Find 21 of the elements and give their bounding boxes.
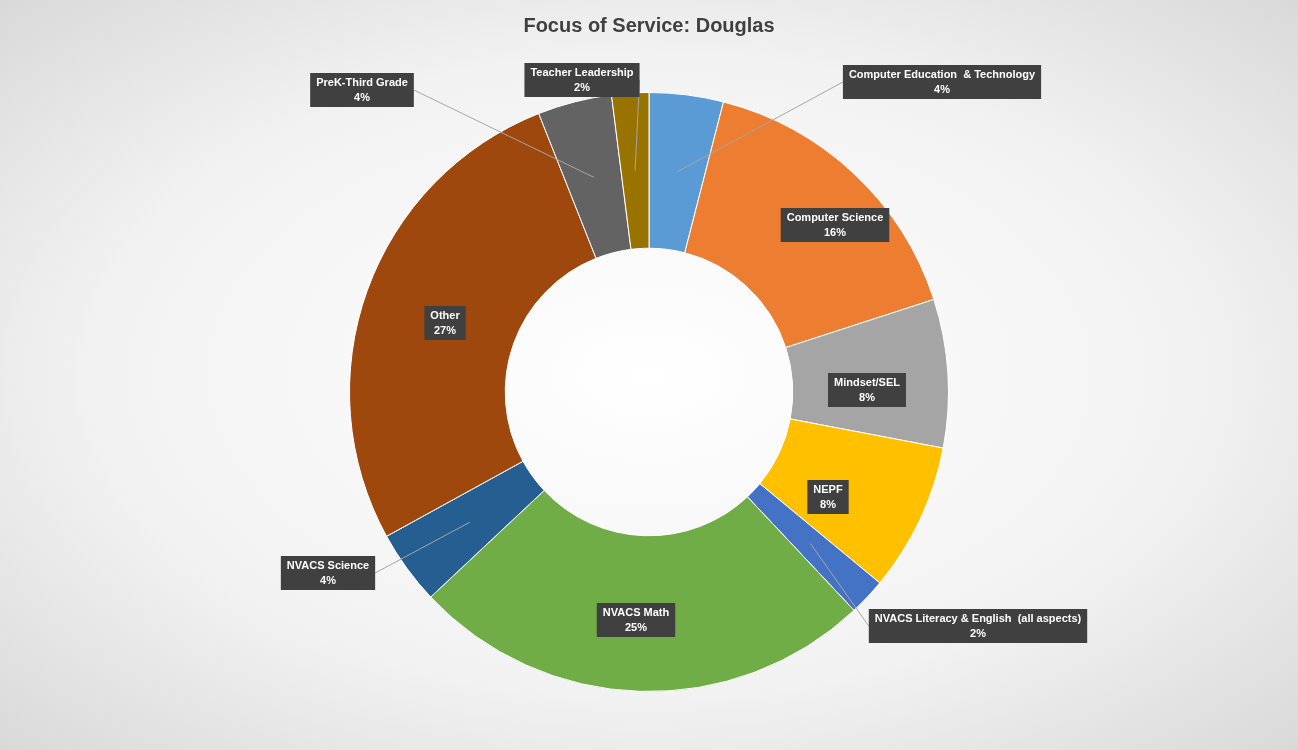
slice-label: Mindset/SEL [833,376,901,389]
slice-label: NVACS Math [602,606,670,619]
data-label: 27% [433,324,457,337]
chart-title: Focus of Service: Douglas [523,13,775,36]
data-label: 8% [820,498,837,511]
slice-label: NVACS Science [286,559,370,572]
slice-label: PreK-Third Grade [316,76,408,89]
data-label: 8% [859,391,876,404]
data-label: 4% [934,83,951,96]
data-label: 4% [320,574,337,587]
data-label: 4% [354,91,371,104]
slice-label: Other [430,309,461,322]
slice-label: NEPF [813,483,843,496]
slice-label: Computer Education & Technology [848,68,1036,81]
data-label: 2% [574,81,591,94]
slice-label: Teacher Leadership [530,66,634,79]
slice-label: Computer Science [786,211,884,224]
data-label: 16% [823,226,847,239]
slice-label: NVACS Literacy & English (all aspects) [874,612,1082,625]
data-label: 2% [970,627,987,640]
data-label: 25% [624,621,648,634]
